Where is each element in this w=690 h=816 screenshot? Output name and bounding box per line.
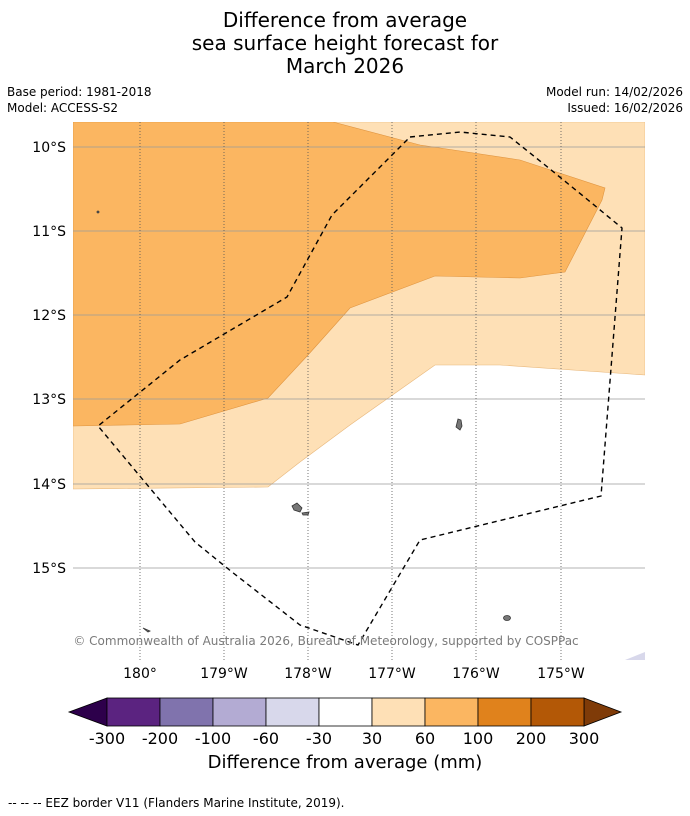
colorbar-over-arrow: [583, 697, 623, 727]
colorbar-cell: [424, 697, 479, 727]
latitude-gridlines: [73, 146, 645, 569]
island: [142, 627, 151, 633]
colorbar-tick-label: 100: [462, 729, 494, 748]
island: [503, 615, 511, 621]
model-run: Model run: 14/02/2026: [545, 85, 683, 99]
longitude-labels: 180° 179°W 178°W 177°W 176°W 175°W: [123, 666, 585, 682]
colorbar-tick-label: -300: [88, 729, 126, 748]
colorbar-cell: [212, 697, 267, 727]
lat-label: 14°S: [32, 477, 66, 493]
issued-date: Issued: 16/02/2026: [567, 101, 683, 115]
lon-label: 175°W: [537, 666, 585, 682]
colorbar-tick-label: -100: [194, 729, 232, 748]
colorbar-cell: [477, 697, 532, 727]
lat-label: 15°S: [32, 561, 66, 577]
island: [291, 502, 303, 513]
map-plot-area: © Commonwealth of Australia 2026, Bureau…: [73, 122, 645, 660]
colorbar-tick-label: 300: [568, 729, 600, 748]
islands: [96, 210, 511, 633]
colorbar: [67, 697, 623, 727]
colorbar-tick-label: -60: [252, 729, 280, 748]
anomaly-60-100-region: [73, 122, 606, 427]
eez-legend-note: -- -- -- EEZ border V11 (Flanders Marine…: [8, 796, 345, 810]
lon-label: 179°W: [200, 666, 248, 682]
lat-label: 12°S: [32, 308, 66, 324]
model-name: Model: ACCESS-S2: [7, 101, 119, 115]
island: [455, 418, 463, 431]
title-line-2: sea surface height forecast for: [191, 31, 499, 55]
lon-label: 178°W: [284, 666, 332, 682]
colorbar-title: Difference from average (mm): [207, 752, 483, 773]
lat-label: 11°S: [32, 224, 66, 240]
colorbar-tick-label: -200: [141, 729, 179, 748]
island: [96, 210, 100, 214]
colorbar-tick-label: -30: [305, 729, 333, 748]
colorbar-cell: [159, 697, 214, 727]
colorbar-cell: [318, 697, 373, 727]
island: [301, 511, 310, 516]
colorbar-tick-label: 30: [361, 729, 383, 748]
lon-label: 176°W: [452, 666, 500, 682]
lon-label: 177°W: [368, 666, 416, 682]
base-period: Base period: 1981-2018: [7, 85, 152, 99]
colorbar-cell: [265, 697, 320, 727]
colorbar-cell: [106, 697, 161, 727]
lat-label: 10°S: [32, 140, 66, 156]
latitude-labels: 10°S 11°S 12°S 13°S 14°S 15°S: [32, 140, 66, 577]
title-line-3: March 2026: [285, 54, 405, 78]
lon-label: 180°: [123, 666, 157, 682]
colorbar-cell: [530, 697, 585, 727]
colorbar-tick-label: 60: [414, 729, 436, 748]
anomaly-negative-patch: [625, 652, 645, 660]
title-line-1: Difference from average: [222, 8, 468, 32]
colorbar-tick-label: 200: [515, 729, 547, 748]
colorbar-under-arrow: [67, 697, 108, 727]
lat-label: 13°S: [32, 392, 66, 408]
colorbar-cell: [371, 697, 426, 727]
copyright-text: © Commonwealth of Australia 2026, Bureau…: [73, 634, 578, 648]
eez-border: [97, 131, 623, 646]
